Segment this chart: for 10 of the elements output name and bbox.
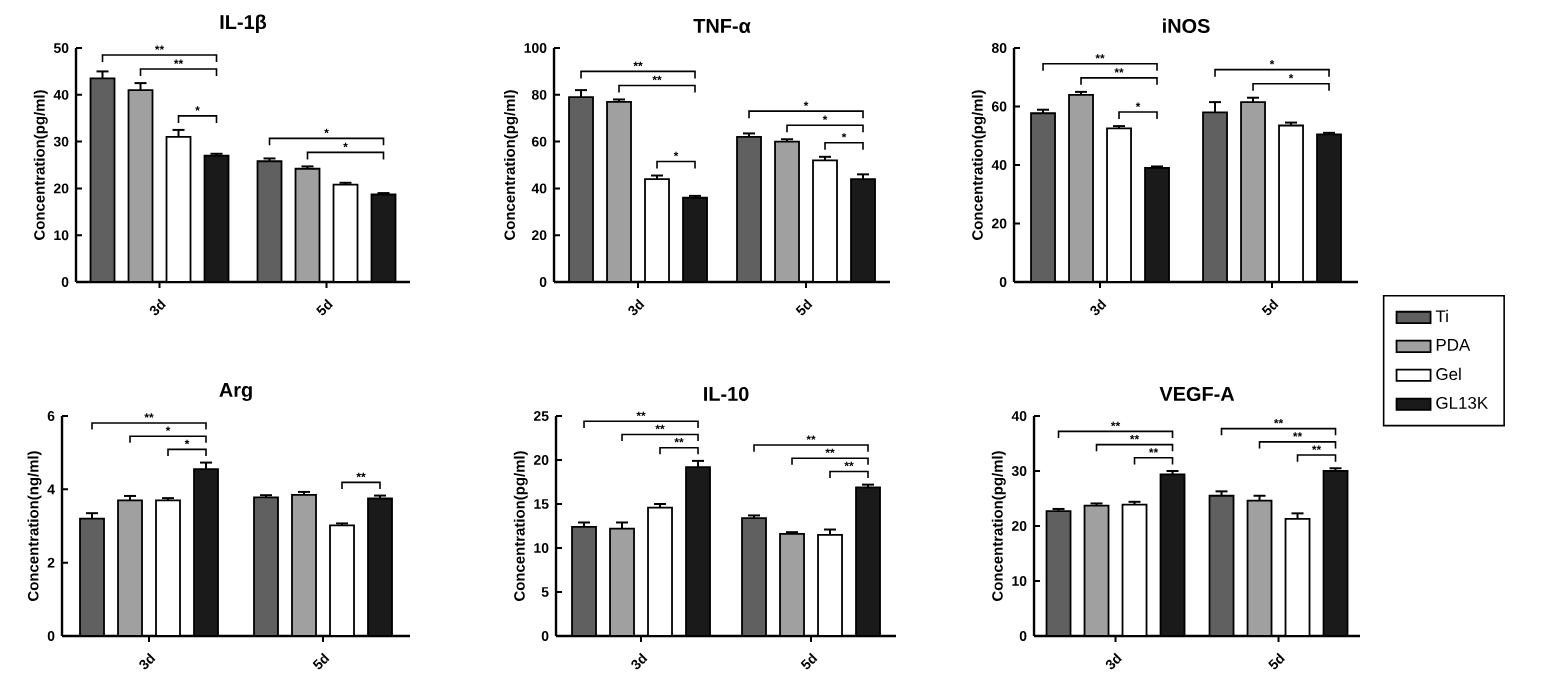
- chart-title: IL-1β: [220, 14, 267, 33]
- legend-label: PDA: [1436, 339, 1471, 351]
- legend-label: GL13K: [1436, 396, 1488, 409]
- chart-title: IL-10: [704, 386, 749, 401]
- chart-title: iNOS: [1163, 18, 1210, 34]
- legend-label: Ti: [1435, 309, 1448, 323]
- chart-title: TNF-α: [693, 19, 751, 33]
- chart-title: VEGF-A: [1159, 386, 1235, 402]
- chart-title: Arg: [219, 383, 252, 402]
- legend-label: Gel: [1436, 367, 1461, 381]
